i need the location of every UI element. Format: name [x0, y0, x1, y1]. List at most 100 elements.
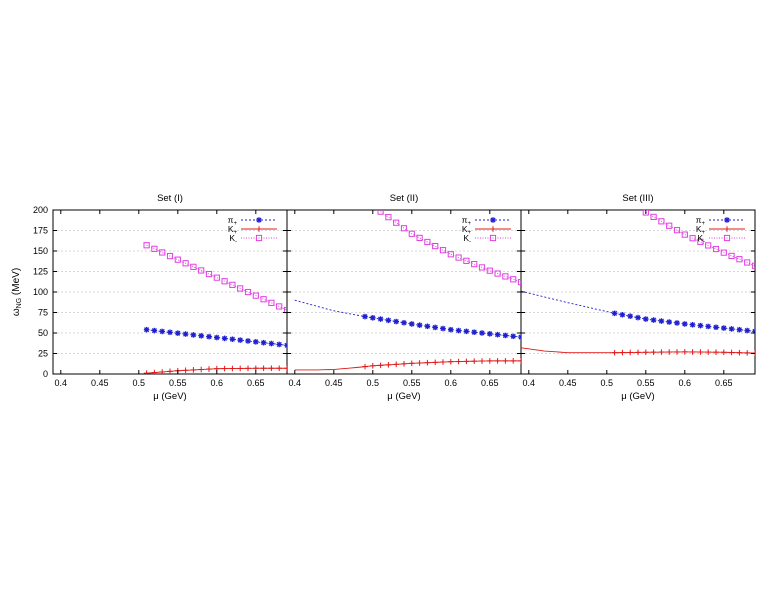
- data-point-K-: [198, 267, 205, 274]
- y-tick-label: 200: [33, 205, 48, 215]
- legend-layer: π+K+K-π+K+K-π+K+K-: [228, 215, 745, 245]
- legend-label-sub: +: [467, 221, 471, 227]
- data-point-π+: [362, 313, 368, 320]
- data-point-K+: [206, 366, 212, 372]
- grid-lines: [53, 230, 755, 354]
- data-point-π+: [658, 318, 665, 324]
- data-point-K-: [408, 230, 415, 237]
- legend-label-sub: +: [701, 221, 705, 227]
- data-point-π+: [510, 333, 516, 340]
- svg-text:K+: K+: [462, 224, 472, 236]
- data-point-K-: [424, 238, 431, 246]
- data-point-π+: [666, 319, 672, 325]
- svg-text:K+: K+: [228, 224, 238, 236]
- x-tick-label: 0.5: [133, 378, 146, 388]
- data-point-K+: [705, 349, 711, 355]
- data-point-K+: [424, 359, 431, 366]
- legend-entry-K+: K+: [696, 224, 745, 236]
- data-point-π+: [370, 315, 376, 321]
- data-point-K+: [284, 365, 287, 372]
- data-point-K-: [439, 247, 447, 254]
- y-tick-label: 150: [33, 246, 48, 256]
- data-point-K-: [159, 249, 166, 256]
- data-point-K-: [689, 235, 696, 242]
- x-axis-label-1: μ (GeV): [153, 391, 186, 402]
- data-point-π+: [479, 330, 485, 336]
- data-point-π+: [463, 328, 470, 335]
- data-point-K-: [463, 257, 470, 264]
- panel-title-1: Set (I): [157, 193, 183, 204]
- data-point-π+: [175, 330, 181, 336]
- data-point-π+: [385, 317, 392, 324]
- data-point-π+: [448, 326, 454, 333]
- legend-marker-K-: [489, 234, 497, 242]
- data-point-K+: [463, 358, 470, 365]
- data-point-K-: [650, 213, 657, 220]
- data-point-K-: [205, 270, 213, 278]
- series-line-K-: [146, 244, 287, 311]
- data-point-π+: [143, 326, 150, 333]
- data-point-K-: [673, 227, 681, 234]
- data-point-π+: [182, 331, 189, 337]
- data-point-π+: [611, 310, 618, 317]
- data-point-K+: [362, 363, 368, 370]
- data-point-K+: [143, 370, 150, 374]
- y-label-unit: (MeV): [11, 268, 22, 298]
- data-point-π+: [214, 334, 220, 341]
- svg-text:π+: π+: [696, 215, 706, 227]
- title-layer: Set (I) μ (GeV) Set (II) μ (GeV) Set (III) μ …: [153, 193, 654, 402]
- data-point-K+: [276, 365, 282, 372]
- data-point-π+: [471, 329, 477, 335]
- data-point-K-: [151, 245, 158, 252]
- data-point-K-: [705, 242, 712, 249]
- data-point-K+: [237, 365, 243, 372]
- data-point-π+: [455, 327, 462, 334]
- data-point-K+: [377, 362, 384, 369]
- legend-marker-π+: [256, 217, 262, 223]
- data-point-K-: [478, 264, 486, 271]
- data-point-K+: [697, 349, 704, 355]
- data-point-π+: [440, 325, 446, 332]
- legend-entry-K-: K-: [229, 233, 277, 245]
- data-point-π+: [276, 341, 282, 348]
- data-point-K-: [681, 231, 688, 238]
- legend-label-sub: +: [467, 230, 471, 236]
- data-point-π+: [619, 311, 626, 318]
- y-tick-label: 100: [33, 287, 48, 297]
- data-point-K-: [393, 219, 400, 226]
- data-point-π+: [487, 331, 493, 337]
- legend-entry-π+: π+: [696, 215, 745, 227]
- legend-entry-K+: K+: [462, 224, 511, 236]
- data-point-K-: [190, 263, 197, 270]
- data-point-K-: [720, 249, 727, 256]
- data-point-K-: [276, 303, 283, 310]
- legend-label-sub: +: [701, 230, 705, 236]
- x-tick-label: 0.65: [481, 378, 499, 388]
- data-point-π+: [253, 339, 259, 345]
- data-point-π+: [377, 316, 384, 322]
- x-tick-label: 0.5: [601, 378, 614, 388]
- data-point-π+: [393, 318, 399, 325]
- x-tick-label: 0.55: [637, 378, 655, 388]
- data-point-π+: [284, 342, 287, 349]
- x-tick-label: 0.6: [211, 378, 224, 388]
- legend-label: π: [228, 215, 234, 225]
- data-point-K+: [736, 349, 743, 356]
- data-point-K+: [713, 349, 719, 355]
- data-point-π+: [744, 327, 750, 334]
- legend-label: K: [463, 233, 469, 243]
- data-point-K-: [697, 238, 704, 245]
- data-point-π+: [206, 333, 212, 340]
- legend-marker-K-: [723, 234, 731, 242]
- legend-label: K: [462, 224, 468, 234]
- legend-label: K: [697, 233, 703, 243]
- panel-series-3: [521, 210, 755, 356]
- data-point-π+: [221, 335, 228, 342]
- data-point-K+: [198, 366, 204, 373]
- y-tick-label: 175: [33, 226, 48, 236]
- legend-marker-π+: [724, 217, 730, 223]
- data-point-K+: [744, 350, 750, 356]
- legend-entry-K-: K-: [463, 233, 511, 245]
- data-point-K+: [479, 358, 485, 364]
- data-point-K-: [486, 267, 493, 274]
